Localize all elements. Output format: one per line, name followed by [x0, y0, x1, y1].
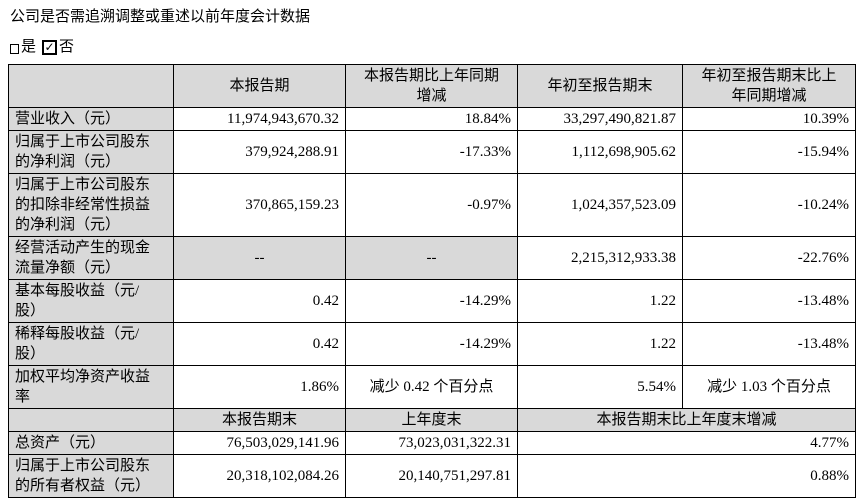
option-no: ✓ 否 [42, 39, 74, 55]
value-cell: 0.42 [173, 322, 346, 366]
value-cell: 379,924,288.91 [173, 130, 346, 174]
value-cell: 减少 1.03 个百分点 [682, 365, 856, 409]
value-cell: 2,215,312,933.38 [517, 236, 683, 280]
value-cell: 减少 0.42 个百分点 [345, 365, 518, 409]
header-end-of-last-year: 上年度末 [345, 408, 518, 432]
header-ytd-yoy-change: 年初至报告期末比上 年同期增减 [682, 64, 856, 108]
label-cell: 归属于上市公司股东 的净利润（元） [8, 130, 174, 174]
header-period-vs-lastyear-change: 本报告期末比上年度末增减 [517, 408, 856, 432]
checkbox-unchecked-icon [10, 44, 19, 54]
header-yoy-change: 本报告期比上年同期 增减 [345, 64, 518, 108]
deducted-net-profit-row: 归属于上市公司股东 的扣除非经常性损益 的净利润（元） 370,865,159.… [8, 173, 856, 237]
corner-cell [8, 64, 174, 108]
value-cell: 18.84% [345, 107, 518, 131]
value-cell: 33,297,490,821.87 [517, 107, 683, 131]
value-cell: 20,318,102,084.26 [173, 454, 346, 498]
value-cell: -22.76% [682, 236, 856, 280]
header-ytd: 年初至报告期末 [517, 64, 683, 108]
section1-header-row: 本报告期 本报告期比上年同期 增减 年初至报告期末 年初至报告期末比上 年同期增… [8, 64, 856, 108]
value-cell: 1.86% [173, 365, 346, 409]
label-cell: 总资产（元） [8, 431, 174, 455]
value-cell: 76,503,029,141.96 [173, 431, 346, 455]
value-cell: -- [173, 236, 346, 280]
header-current-period: 本报告期 [173, 64, 346, 108]
value-cell: 73,023,031,322.31 [345, 431, 518, 455]
value-cell: 1.22 [517, 279, 683, 323]
label-cell: 经营活动产生的现金 流量净额（元） [8, 236, 174, 280]
value-cell: 4.77% [517, 431, 856, 455]
value-cell: 0.88% [517, 454, 856, 498]
value-cell: -10.24% [682, 173, 856, 237]
value-cell: 1.22 [517, 322, 683, 366]
corner-cell [8, 408, 174, 432]
value-cell: -17.33% [345, 130, 518, 174]
value-cell: 0.42 [173, 279, 346, 323]
value-cell: 10.39% [682, 107, 856, 131]
value-cell: -14.29% [345, 279, 518, 323]
operating-cash-flow-row: 经营活动产生的现金 流量净额（元） -- -- 2,215,312,933.38… [8, 236, 856, 280]
option-no-label: 否 [59, 39, 75, 55]
value-cell: 20,140,751,297.81 [345, 454, 518, 498]
value-cell: 5.54% [517, 365, 683, 409]
total-assets-row: 总资产（元） 76,503,029,141.96 73,023,031,322.… [8, 431, 856, 455]
diluted-eps-row: 稀释每股收益（元/ 股） 0.42 -14.29% 1.22 -13.48% [8, 322, 856, 366]
value-cell: -15.94% [682, 130, 856, 174]
checkbox-checked-icon: ✓ [42, 39, 58, 55]
label-cell: 加权平均净资产收益 率 [8, 365, 174, 409]
value-cell: 370,865,159.23 [173, 173, 346, 237]
value-cell: -13.48% [682, 279, 856, 323]
restatement-question: 公司是否需追溯调整或重述以前年度会计数据 [10, 9, 311, 25]
label-cell: 稀释每股收益（元/ 股） [8, 322, 174, 366]
financial-summary-table: 本报告期 本报告期比上年同期 增减 年初至报告期末 年初至报告期末比上 年同期增… [8, 64, 856, 498]
value-cell: -14.29% [345, 322, 518, 366]
value-cell: 1,112,698,905.62 [517, 130, 683, 174]
option-yes: 是 [10, 39, 36, 55]
revenue-row: 营业收入（元） 11,974,943,670.32 18.84% 33,297,… [8, 107, 856, 131]
section2-header-row: 本报告期末 上年度末 本报告期末比上年度末增减 [8, 408, 856, 432]
label-cell: 营业收入（元） [8, 107, 174, 131]
label-cell: 归属于上市公司股东 的扣除非经常性损益 的净利润（元） [8, 173, 174, 237]
weighted-roe-row: 加权平均净资产收益 率 1.86% 减少 0.42 个百分点 5.54% 减少 … [8, 365, 856, 409]
net-profit-row: 归属于上市公司股东 的净利润（元） 379,924,288.91 -17.33%… [8, 130, 856, 174]
header-end-of-period: 本报告期末 [173, 408, 346, 432]
option-yes-label: 是 [21, 39, 37, 55]
label-cell: 归属于上市公司股东 的所有者权益（元） [8, 454, 174, 498]
value-cell: 11,974,943,670.32 [173, 107, 346, 131]
check-mark: ✓ [44, 39, 55, 54]
restatement-options: 是 ✓ 否 [8, 39, 863, 55]
value-cell: -0.97% [345, 173, 518, 237]
value-cell: -- [345, 236, 518, 280]
label-cell: 基本每股收益（元/ 股） [8, 279, 174, 323]
basic-eps-row: 基本每股收益（元/ 股） 0.42 -14.29% 1.22 -13.48% [8, 279, 856, 323]
value-cell: -13.48% [682, 322, 856, 366]
shareholders-equity-row: 归属于上市公司股东 的所有者权益（元） 20,318,102,084.26 20… [8, 454, 856, 498]
value-cell: 1,024,357,523.09 [517, 173, 683, 237]
